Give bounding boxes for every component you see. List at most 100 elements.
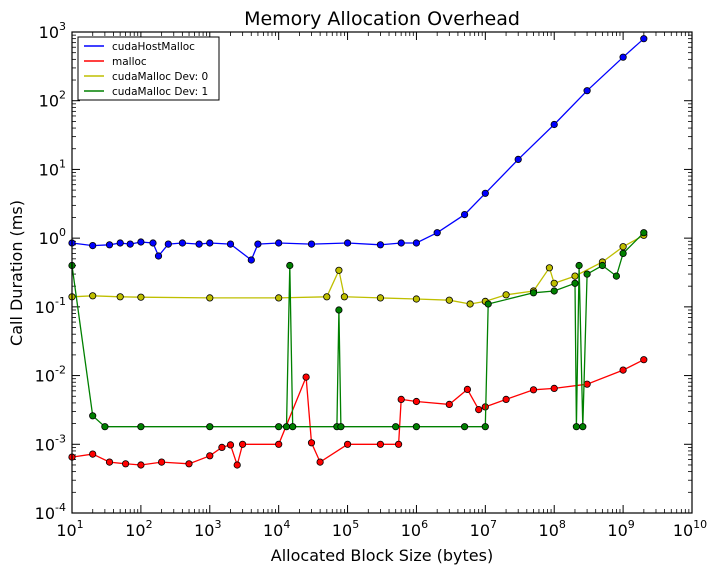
- data-point: [433, 229, 441, 237]
- series-0: [68, 35, 648, 264]
- y-tick-label: 101: [39, 157, 66, 179]
- data-point: [137, 461, 145, 469]
- legend-label: cudaHostMalloc: [112, 41, 195, 53]
- data-point: [571, 279, 579, 287]
- series-3: [68, 229, 648, 431]
- y-tick-label: 103: [39, 20, 66, 42]
- x-ticks: 101 102 103 104 105 106 107 108 109 1010: [56, 32, 707, 540]
- data-point: [640, 356, 648, 364]
- data-point: [460, 211, 469, 219]
- x-tick-exp: 6: [421, 518, 428, 531]
- y-tick-exp: 2: [59, 89, 66, 102]
- data-point: [412, 239, 420, 247]
- data-point: [154, 252, 163, 260]
- data-point: [275, 294, 283, 302]
- data-point: [323, 293, 331, 301]
- y-tick-exp: 1: [59, 157, 66, 170]
- data-point: [397, 395, 405, 403]
- data-point: [89, 242, 97, 250]
- data-point: [89, 412, 97, 420]
- data-point: [463, 385, 471, 393]
- x-tick-base: 10: [56, 521, 76, 540]
- data-point: [583, 87, 591, 95]
- x-tick-label: 107: [470, 518, 497, 540]
- x-tick-base: 10: [125, 521, 145, 540]
- legend-label: malloc: [112, 56, 147, 68]
- y-tick-exp: 3: [59, 20, 66, 33]
- data-point: [619, 249, 627, 257]
- x-tick-base: 10: [263, 521, 283, 540]
- x-tick-label: 103: [194, 518, 221, 540]
- data-point: [529, 289, 538, 297]
- data-point: [550, 384, 558, 392]
- x-tick-exp: 10: [693, 518, 707, 531]
- x-tick-label: 102: [125, 518, 152, 540]
- data-point: [101, 423, 109, 431]
- x-tick-base: 10: [401, 521, 421, 540]
- data-point: [116, 239, 124, 247]
- data-point: [275, 239, 283, 247]
- data-point: [337, 423, 345, 431]
- data-point: [302, 373, 310, 381]
- x-tick-exp: 3: [214, 518, 221, 531]
- x-tick-base: 10: [332, 521, 352, 540]
- data-point: [307, 240, 316, 248]
- x-tick-label: 109: [607, 518, 634, 540]
- data-point: [392, 423, 400, 431]
- data-point: [206, 423, 214, 431]
- data-point: [550, 279, 558, 287]
- data-point: [282, 423, 291, 431]
- data-point: [575, 261, 583, 270]
- data-point: [583, 380, 591, 388]
- data-point: [233, 461, 241, 469]
- series-line: [71, 359, 645, 468]
- y-tick-exp: -1: [55, 295, 66, 308]
- data-point: [206, 452, 214, 460]
- data-point: [116, 293, 124, 301]
- data-point: [619, 53, 627, 61]
- data-point: [206, 239, 214, 247]
- x-tick-label: 1010: [673, 518, 707, 540]
- data-point: [105, 458, 114, 466]
- y-tick-base: 10: [35, 367, 55, 386]
- legend-box: [77, 36, 220, 101]
- x-tick-exp: 9: [628, 518, 635, 531]
- data-point: [89, 292, 97, 300]
- data-point: [612, 272, 621, 280]
- data-point: [619, 243, 627, 251]
- data-point: [137, 423, 145, 431]
- data-point: [137, 238, 145, 246]
- data-point: [340, 293, 348, 301]
- y-tick-base: 10: [39, 92, 59, 111]
- data-point: [397, 239, 405, 247]
- data-point: [89, 450, 97, 458]
- data-point: [126, 240, 134, 248]
- plot-frame: [71, 31, 693, 514]
- data-point: [394, 440, 403, 448]
- data-point: [572, 423, 581, 431]
- data-point: [445, 296, 453, 304]
- x-tick-label: 104: [263, 518, 290, 540]
- x-tick-exp: 4: [283, 518, 290, 531]
- data-point: [571, 272, 579, 280]
- data-point: [307, 439, 316, 447]
- y-tick-base: 10: [39, 229, 59, 248]
- series-line: [71, 232, 645, 428]
- data-point: [226, 240, 235, 248]
- data-point: [149, 239, 157, 247]
- data-point: [178, 239, 186, 247]
- data-point: [376, 294, 384, 302]
- data-point: [122, 460, 130, 468]
- data-point: [445, 400, 453, 408]
- y-tick-base: 10: [39, 23, 59, 42]
- x-tick-base: 10: [673, 521, 693, 540]
- y-tick-exp: 0: [59, 226, 66, 239]
- data-point: [640, 229, 648, 237]
- y-tick-label: 10-2: [35, 364, 66, 386]
- data-point: [164, 240, 172, 248]
- data-point: [185, 460, 193, 468]
- data-point: [412, 295, 420, 303]
- x-tick-exp: 2: [146, 518, 153, 531]
- x-tick-exp: 7: [490, 518, 497, 531]
